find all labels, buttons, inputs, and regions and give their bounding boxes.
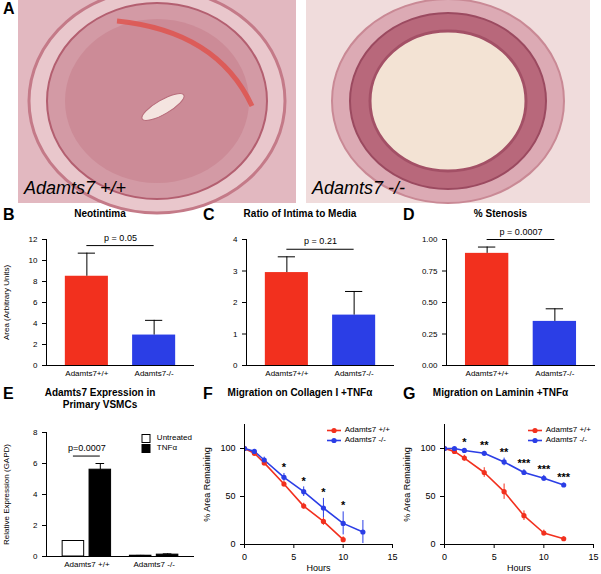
svg-text:Adamts7+/+: Adamts7+/+ xyxy=(265,369,308,378)
svg-text:5: 5 xyxy=(291,552,296,562)
svg-text:6: 6 xyxy=(33,459,38,468)
svg-text:Adamts7-/-: Adamts7-/- xyxy=(335,369,374,378)
svg-text:50: 50 xyxy=(425,491,435,501)
svg-text:1.00: 1.00 xyxy=(422,235,438,244)
html-text:G: G xyxy=(403,385,416,402)
svg-text:Adamts7 +/+: Adamts7 +/+ xyxy=(64,560,110,569)
svg-text:0.50: 0.50 xyxy=(422,298,438,307)
svg-text:*: * xyxy=(321,486,326,498)
html-text:B: B xyxy=(3,206,15,223)
html-text:C: C xyxy=(203,206,215,223)
svg-text:Adamts7+/+: Adamts7+/+ xyxy=(65,369,108,378)
html-text:Adamts7 Expression in Primary: Adamts7 Expression in Primary VSMCs xyxy=(44,387,156,410)
svg-text:0: 0 xyxy=(442,552,447,562)
svg-text:***: *** xyxy=(537,463,551,475)
svg-text:4: 4 xyxy=(33,490,38,499)
svg-text:15: 15 xyxy=(387,552,397,562)
svg-text:*: * xyxy=(302,475,307,487)
svg-text:Hours: Hours xyxy=(306,563,331,573)
svg-text:Adamts7+/+: Adamts7+/+ xyxy=(466,369,509,378)
svg-text:0: 0 xyxy=(233,361,238,370)
svg-text:10: 10 xyxy=(338,552,348,562)
svg-text:12: 12 xyxy=(29,235,38,244)
svg-text:***: *** xyxy=(518,457,532,469)
svg-text:0: 0 xyxy=(430,539,435,549)
svg-text:3: 3 xyxy=(233,267,238,276)
html-text:A: A xyxy=(3,0,15,17)
html-text:TNFα: TNFα xyxy=(156,443,177,452)
html-text:Untreated: Untreated xyxy=(156,433,192,442)
svg-text:0: 0 xyxy=(230,539,235,549)
html-text:Migration on Laminin +TNFα: Migration on Laminin +TNFα xyxy=(432,387,569,398)
html-text:Adamts7 -/-: Adamts7 -/- xyxy=(545,435,587,444)
svg-text:0.75: 0.75 xyxy=(422,267,438,276)
svg-text:1: 1 xyxy=(233,330,238,339)
html-text:Neotintima: Neotintima xyxy=(74,208,126,219)
svg-text:0: 0 xyxy=(33,361,38,370)
svg-text:0.00: 0.00 xyxy=(422,361,438,370)
svg-text:10: 10 xyxy=(539,552,549,562)
svg-text:2: 2 xyxy=(33,340,38,349)
svg-text:**: ** xyxy=(480,439,489,451)
html-text:D: D xyxy=(403,206,415,223)
html-text:Adamts7 +/+: Adamts7 +/+ xyxy=(344,425,390,434)
svg-text:p = 0.21: p = 0.21 xyxy=(304,236,337,246)
svg-text:Hours: Hours xyxy=(507,563,532,573)
svg-text:4: 4 xyxy=(233,235,238,244)
svg-text:10: 10 xyxy=(29,256,38,265)
svg-text:***: *** xyxy=(557,471,571,483)
svg-text:Adamts7 -/-: Adamts7 -/- xyxy=(133,560,175,569)
svg-text:0.25: 0.25 xyxy=(422,330,438,339)
svg-text:Adamts7-/-: Adamts7-/- xyxy=(135,369,174,378)
svg-text:8: 8 xyxy=(33,277,38,286)
svg-text:*: * xyxy=(462,436,467,448)
svg-text:8: 8 xyxy=(33,428,38,437)
svg-text:**: ** xyxy=(500,446,509,458)
svg-text:50: 50 xyxy=(225,491,235,501)
html-text:Adamts7 +/+: Adamts7 +/+ xyxy=(545,425,591,434)
svg-text:% Area Remaining: % Area Remaining xyxy=(402,447,412,522)
svg-text:2: 2 xyxy=(33,521,38,530)
svg-text:0: 0 xyxy=(33,552,38,561)
svg-text:p = 0.0007: p = 0.0007 xyxy=(500,227,543,237)
html-text:% Stenosis: % Stenosis xyxy=(473,208,528,219)
svg-text:*: * xyxy=(282,461,287,473)
html-text:F: F xyxy=(203,385,213,402)
svg-text:Adamts7 +/+: Adamts7 +/+ xyxy=(23,178,126,198)
svg-text:Adamts7-/-: Adamts7-/- xyxy=(535,369,574,378)
svg-text:100: 100 xyxy=(420,443,435,453)
svg-text:6: 6 xyxy=(33,298,38,307)
svg-text:5: 5 xyxy=(492,552,497,562)
svg-text:*: * xyxy=(341,499,346,511)
svg-text:% Area Remaining: % Area Remaining xyxy=(202,447,212,522)
svg-text:4: 4 xyxy=(33,319,38,328)
svg-text:15: 15 xyxy=(588,552,598,562)
html-text:Ratio of Intima to Media: Ratio of Intima to Media xyxy=(243,208,357,219)
svg-text:100: 100 xyxy=(220,443,235,453)
html-text:Migration on Collagen I +TNFα: Migration on Collagen I +TNFα xyxy=(227,387,373,398)
svg-text:0: 0 xyxy=(242,552,247,562)
svg-text:Area (Arbitrary Units): Area (Arbitrary Units) xyxy=(2,265,11,340)
html-text:E: E xyxy=(3,385,14,402)
svg-text:p=0.0007: p=0.0007 xyxy=(68,443,106,453)
svg-text:Adamts7 -/-: Adamts7 -/- xyxy=(311,178,405,198)
svg-text:Relative Expression (GAPD): Relative Expression (GAPD) xyxy=(2,444,11,545)
svg-text:2: 2 xyxy=(233,298,238,307)
svg-text:p = 0.05: p = 0.05 xyxy=(104,233,137,243)
html-text:Adamts7 -/-: Adamts7 -/- xyxy=(344,435,386,444)
